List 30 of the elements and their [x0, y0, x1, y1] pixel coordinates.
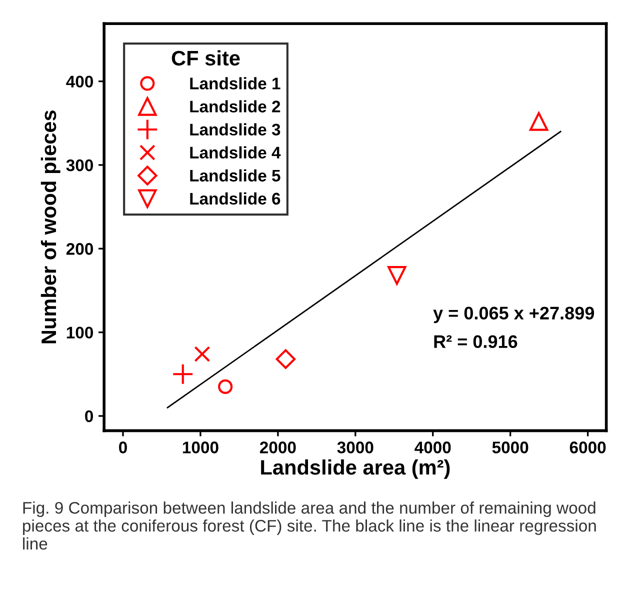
point — [172, 363, 194, 385]
x-tick-label: 2000 — [260, 442, 296, 454]
y-tick-label: 100 — [66, 326, 93, 339]
legend-label: Landslide 4 — [190, 146, 281, 159]
point — [194, 346, 210, 362]
point — [276, 349, 296, 369]
x-tick-label: 6000 — [570, 442, 606, 454]
annotation: R² = 0.916 — [434, 335, 518, 348]
legend-label: Landslide 1 — [190, 77, 280, 90]
point — [529, 112, 548, 131]
x-tick-label: 0 — [119, 442, 127, 454]
x-tick-label: 3000 — [337, 442, 374, 454]
point — [218, 379, 233, 394]
x-axis-title: Landslide area (m²) — [261, 459, 450, 479]
y-tick-label: 200 — [66, 243, 93, 255]
y-tick-label: 400 — [66, 76, 93, 88]
y-axis-title: Number of wood pieces — [40, 110, 60, 344]
legend-title: CF site — [172, 50, 240, 66]
annotation: y = 0.065 x +27.899 — [433, 306, 594, 324]
legend-label: Landslide 6 — [190, 192, 280, 205]
caption: Fig. 9 Comparison between landslide area and the number of remaining wood pieces at the coniferous forest (CF) site. The black line is the linear regression line — [23, 502, 596, 550]
x-tick-label: 4000 — [414, 442, 451, 454]
legend-label: Landslide 3 — [190, 123, 280, 136]
point — [388, 266, 406, 285]
legend-label: Landslide 5 — [190, 169, 280, 182]
y-tick-label: 0 — [85, 410, 93, 422]
x-tick-label: 1000 — [182, 442, 218, 454]
y-tick-label: 300 — [66, 159, 93, 172]
legend-label: Landslide 2 — [190, 100, 280, 112]
x-tick-label: 5000 — [492, 442, 528, 454]
